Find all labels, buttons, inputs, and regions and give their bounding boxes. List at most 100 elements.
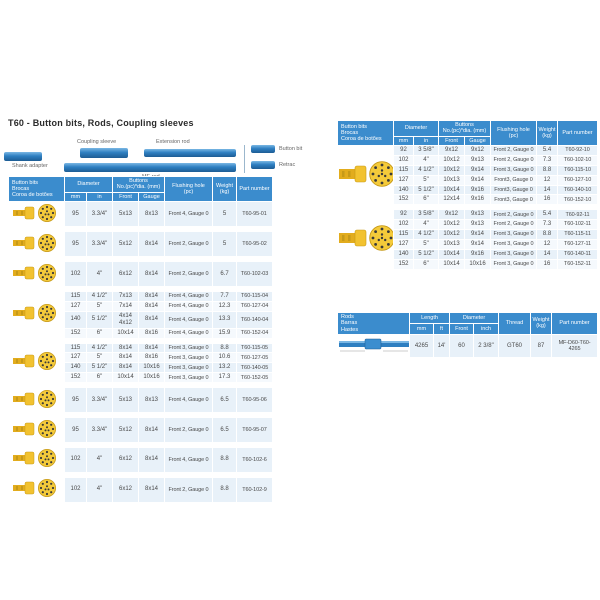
table-cell: GT60 [498,333,532,359]
table-cell: 5 1/2" [413,248,439,260]
table-cell: Front 4, Gauge 0 [164,200,213,228]
table-cell: 152 [64,327,87,339]
table-cell: Front 4, Gauge 0 [164,310,213,329]
table-cell: T60-95-06 [236,387,273,414]
table-cell: 6.7 [212,261,237,288]
table-cell: T60-95-02 [236,231,273,258]
table-cell: 10x12 [438,164,465,176]
table-row: 127 5" 8x14 8x16 Front 3, Gauge 0 10.6 T60-127… [9,352,273,364]
table-cell: 140 [393,248,414,260]
table-cell: 4" [413,219,439,231]
bit-image-cell [8,387,65,413]
table-cell: 12.3 [212,301,237,312]
table-cell: Front 4, Gauge 0 [164,387,213,414]
table-cell: 5" [413,238,439,250]
table-cell: 10x14 [438,184,465,196]
table-cell: T60-102-6 [236,446,273,473]
retrac-icon [251,161,275,169]
table-cell: 7.7 [212,291,237,302]
retrac-label: Retrac [279,162,296,168]
table-cell: MF-D60-T60-4265 [551,333,599,359]
table-cell: Front 4, Gauge 0 [164,291,213,302]
table-cell: 5" [413,174,439,186]
table-cell: 15.9 [212,327,237,339]
table-cell: 95 [64,417,87,443]
button-bit-image [338,161,394,187]
table-cell: 13.3 [212,310,237,329]
table-title-cell: Button bits Brocas Coroa de botões [337,120,394,146]
table-cell: 10x13 [438,174,465,186]
table-cell: 8x13 [138,200,165,228]
table-cell: 8x16 [138,352,165,364]
table-cell: 152 [393,258,414,270]
table-cell: 12x14 [438,194,465,206]
table-cell: Front 3, Gauge 0 [164,352,213,364]
table-cell: T60-92-11 [557,209,598,221]
bit-image-cell [8,261,65,287]
table-title-cell: Rods Barras Hastes [337,312,410,335]
table-cell: Front 3, Gauge 0 [490,248,537,260]
table-cell: 4" [86,446,113,473]
page-title: T60 - Button bits, Rods, Coupling sleeve… [8,118,194,128]
table-row: 95 3.3/4" 5x12 8x14 Front 2, Gauge 0 5 T60-95-… [8,231,273,258]
column-header-mm: mm [64,191,87,202]
table-cell: 6" [86,327,113,339]
column-header-part: Part number [551,312,599,335]
table-cell: 95 [64,387,87,414]
table-cell: 10x12 [438,154,465,166]
table-cell: T60-102-9 [236,476,273,503]
bit-image-cell [8,477,65,503]
button-bit-image [13,203,57,222]
table-cell: Front 3, Gauge 0 [490,258,537,270]
table-cell: Front 3, Gauge 0 [490,229,537,240]
table-cell: 127 [393,174,414,186]
table-cell: Front 2, Gauge 0 [164,417,213,443]
table-cell: 92 [393,144,414,156]
table-cell: Front 2, Gauge 0 [164,231,213,258]
table-cell: 5 1/2" [86,310,113,329]
table-cell: 6.5 [212,417,237,443]
table-cell: T60-152-05 [236,372,273,384]
table-cell: Front 4, Gauge 0 [164,327,213,339]
table-cell: 5x13 [112,200,139,228]
table-cell: 10.6 [212,352,237,364]
rod-image-cell [337,334,410,358]
table-cell: 4 1/2" [413,229,439,240]
table-cell: 8x14 [138,261,165,288]
table-cell: 127 [64,352,87,364]
group-spacer [8,226,273,232]
table-cell: 5x13 [112,387,139,414]
table-row: 152 6" 10x14 10x16 Front 3, Gauge 0 17.3 T60-1… [9,372,273,384]
table-cell: 8x14 [138,301,165,312]
column-header-flushing: Flushing hole (pc) [164,176,213,202]
column-header-flushing: Flushing hole (pc) [490,120,537,146]
column-header-gauge: Gauge [464,135,491,146]
table-row: 102 4" 10x12 9x13 Front 2, Gauge 0 7.3 T60-102… [338,219,598,231]
table-cell: 9x14 [464,164,491,176]
table-cell: 8x14 [138,417,165,443]
table-cell: Front 2, Gauge 0 [490,154,537,166]
table-cell: 3 5/8" [413,144,439,156]
table-cell: 92 [393,209,414,221]
table-cell: 115 [393,229,414,240]
table-cell: 2 3/8" [473,333,500,359]
table-cell: 60 [449,333,475,359]
table-cell: Front 4, Gauge 0 [164,301,213,312]
table-cell: T60-102-10 [557,154,598,166]
table-cell: T60-152-04 [236,327,273,339]
button-bit-image [13,263,57,282]
table-cell: 9x13 [464,154,491,166]
table-cell: T60-115-11 [557,229,598,240]
button-bit-image [13,419,57,438]
table-cell: 6" [413,258,439,270]
extension-rod-image [144,149,236,157]
legend-divider [244,145,245,173]
table-cell: 102 [393,154,414,166]
table-cell: 7.3 [536,219,558,231]
table-cell: 13.2 [212,362,237,374]
bit-image-cell [8,201,65,227]
table-cell: Front3, Gauge 0 [490,184,537,196]
table-cell: 3.3/4" [86,231,113,258]
table-cell: Front 3, Gauge 0 [164,342,213,354]
bit-spec-table-right: Button bits Brocas Coroa de botões Diame… [337,120,598,270]
